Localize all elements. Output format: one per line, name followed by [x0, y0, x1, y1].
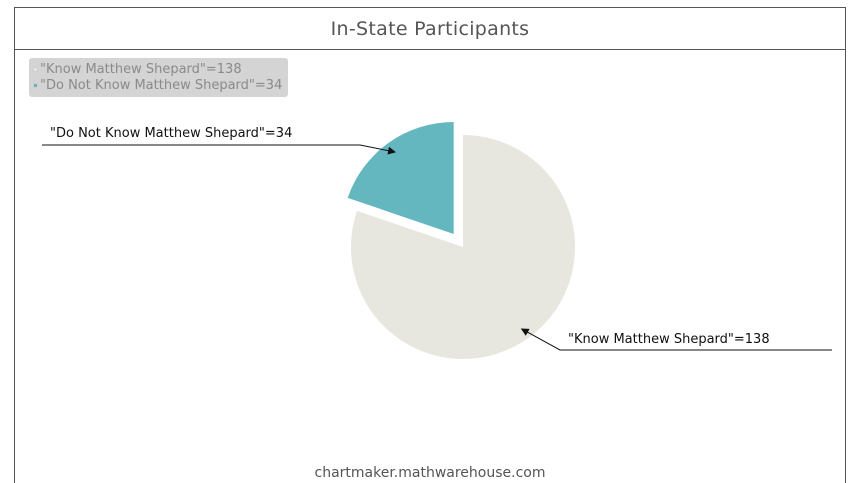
legend-label-know: "Know Matthew Shepard"=138	[40, 61, 242, 77]
callout-do-not-know-leader-line	[42, 144, 397, 155]
pie-slice-do-not-know	[347, 121, 454, 234]
callout-know-label: "Know Matthew Shepard"=138	[568, 332, 770, 347]
callout-do-not-know-label: "Do Not Know Matthew Shepard"=34	[50, 126, 292, 141]
legend-swatch-do-not-know	[33, 82, 38, 88]
legend-item-do-not-know: "Do Not Know Matthew Shepard"=34	[33, 77, 282, 93]
legend: "Know Matthew Shepard"=138 "Do Not Know …	[29, 58, 289, 97]
callout-know-leader-line	[520, 328, 832, 351]
legend-swatch-know	[33, 66, 38, 72]
chart-frame: In-State Participants "Know Matthew Shep…	[14, 7, 846, 483]
pie-slice-know	[351, 135, 575, 359]
watermark: chartmaker.mathwarehouse.com	[314, 465, 546, 481]
chart-title: In-State Participants	[330, 17, 530, 40]
legend-item-know: "Know Matthew Shepard"=138	[33, 61, 282, 77]
legend-label-do-not-know: "Do Not Know Matthew Shepard"=34	[40, 77, 283, 93]
title-bar: In-State Participants	[15, 8, 845, 50]
